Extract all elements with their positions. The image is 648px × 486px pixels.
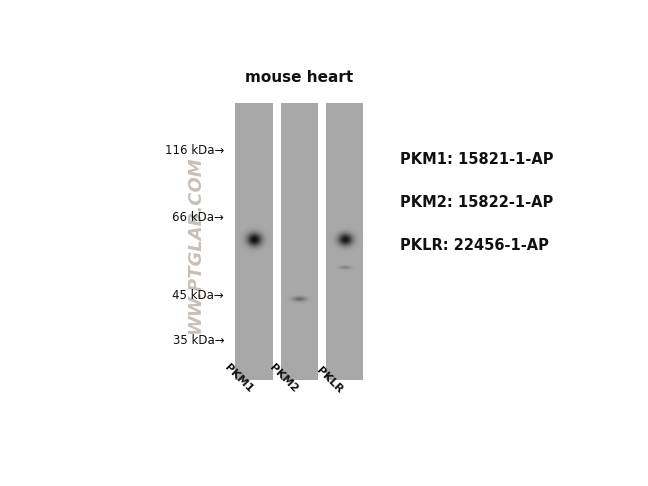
- Text: 45 kDa→: 45 kDa→: [172, 290, 224, 302]
- Text: PKM1: 15821-1-AP: PKM1: 15821-1-AP: [400, 152, 553, 167]
- Text: 35 kDa→: 35 kDa→: [172, 334, 224, 347]
- Text: WW.PTGLAB.COM: WW.PTGLAB.COM: [187, 156, 205, 334]
- Text: 116 kDa→: 116 kDa→: [165, 143, 224, 156]
- Text: mouse heart: mouse heart: [246, 69, 354, 85]
- Text: PKLR: 22456-1-AP: PKLR: 22456-1-AP: [400, 238, 549, 253]
- Text: PKLR: PKLR: [315, 365, 345, 395]
- Bar: [235, 103, 273, 380]
- Text: PKM1: PKM1: [222, 363, 254, 395]
- Text: PKM2: 15822-1-AP: PKM2: 15822-1-AP: [400, 195, 553, 210]
- Text: PKM2: PKM2: [268, 363, 299, 395]
- Bar: [326, 103, 364, 380]
- Text: 66 kDa→: 66 kDa→: [172, 211, 224, 224]
- Bar: [281, 103, 318, 380]
